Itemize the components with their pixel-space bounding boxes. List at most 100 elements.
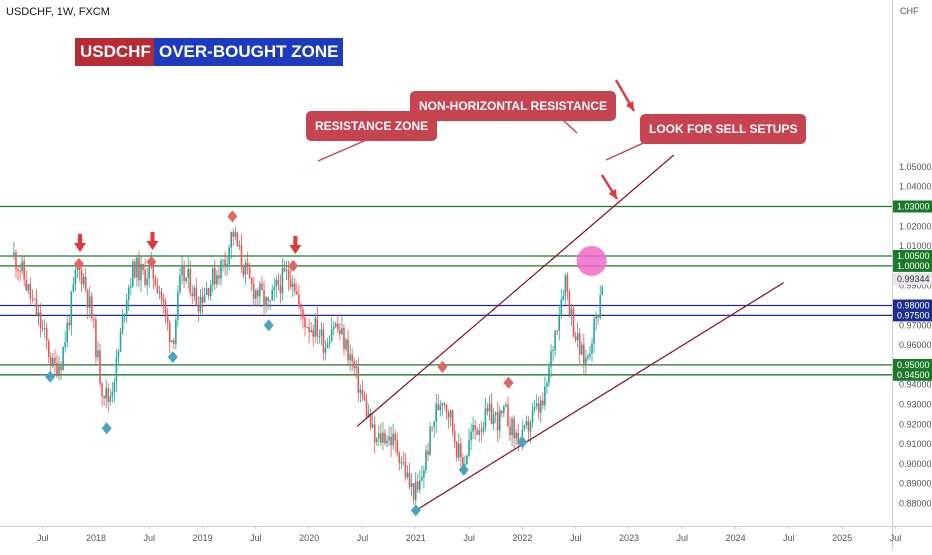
candle-body — [316, 318, 319, 337]
x-tick-label: Jul — [783, 533, 795, 543]
candle-body — [478, 430, 481, 435]
candle-body — [566, 275, 569, 292]
candle-body — [353, 361, 356, 369]
candle-body — [214, 268, 216, 285]
candle-body — [472, 425, 474, 432]
candle-body — [453, 430, 456, 442]
candle-body — [37, 312, 40, 316]
axis-unit-label: CHF — [900, 6, 919, 16]
candle-body — [97, 350, 99, 358]
candle-body — [468, 440, 470, 456]
candle-body — [261, 283, 263, 290]
candle-body — [601, 286, 604, 296]
channel-upper-trendline — [356, 154, 675, 427]
candle-body — [558, 315, 561, 331]
candle-body — [390, 436, 392, 446]
candle-body — [152, 259, 155, 279]
candle-body — [154, 278, 157, 286]
candle-body — [207, 288, 210, 297]
y-tick-label: 0.96000 — [899, 340, 932, 350]
candle-body — [123, 314, 126, 316]
candle-body — [515, 432, 517, 439]
candle-body — [68, 322, 71, 326]
candle-body — [240, 245, 243, 266]
candle-body — [429, 426, 431, 456]
candle-body — [410, 483, 413, 487]
annotation-shapes — [317, 79, 651, 200]
candle-body — [587, 355, 589, 359]
x-tick-label: Jul — [250, 533, 262, 543]
candle-body — [160, 291, 163, 299]
candle-body — [166, 314, 169, 323]
candle-body — [384, 432, 386, 444]
candle-body — [125, 300, 128, 315]
x-tick-label: Jul — [463, 533, 475, 543]
candle-body — [216, 275, 218, 285]
candle-body — [457, 443, 460, 458]
candle-body — [179, 275, 181, 293]
candle-body — [375, 438, 378, 442]
candle-body — [470, 431, 472, 441]
highlight-circle — [576, 245, 607, 276]
candle-body — [345, 339, 347, 350]
y-tick-label: 1.01000 — [899, 241, 932, 251]
candle-body — [82, 276, 85, 285]
candle-body — [267, 297, 269, 301]
x-tick-label: Jul — [570, 533, 582, 543]
candle-body — [306, 327, 308, 329]
candle-body — [476, 429, 479, 435]
x-tick-label: Jul — [357, 533, 369, 543]
candle-body — [554, 330, 556, 351]
candle-body — [168, 322, 171, 342]
candle-body — [576, 333, 579, 341]
candle-body — [119, 331, 122, 352]
candle-body — [95, 319, 97, 358]
candle-body — [449, 410, 452, 418]
candle-body — [177, 292, 179, 320]
candle-body — [498, 410, 501, 431]
candle-body — [552, 350, 554, 352]
down-arrow-icon — [74, 234, 87, 253]
candle-body — [326, 344, 329, 348]
candle-body — [140, 264, 142, 281]
candle-body — [242, 265, 245, 275]
candle-body — [451, 410, 454, 431]
candle-body — [574, 336, 577, 341]
candle-body — [74, 270, 77, 285]
candle-body — [548, 366, 550, 384]
level-price-label: 1.03000 — [897, 202, 930, 212]
candle-body — [349, 354, 351, 361]
candle-body — [392, 433, 394, 446]
candle-body — [414, 481, 417, 500]
candle-body — [562, 296, 565, 300]
candle-body — [351, 354, 353, 362]
bottom-marker — [101, 422, 112, 435]
top-marker — [146, 255, 157, 268]
candle-body — [39, 312, 42, 329]
time-axis: Jul 2018 Jul 2019 Jul 2020 Jul 2021 Jul 2022 Jul 20… — [37, 526, 901, 543]
top-marker — [437, 360, 448, 373]
candle-body — [289, 279, 292, 288]
candle-body — [302, 309, 304, 318]
candle-body — [201, 296, 204, 303]
current-price-tag — [893, 272, 932, 285]
candle-body — [21, 261, 23, 272]
level-price-label: 0.97500 — [897, 310, 930, 320]
candle-body — [580, 344, 583, 355]
candle-body — [273, 286, 276, 291]
candle-body — [199, 296, 202, 312]
candle-body — [482, 427, 485, 432]
candle-body — [232, 231, 235, 237]
candle-body — [537, 403, 540, 413]
candle-body — [226, 264, 228, 266]
candle-body — [285, 270, 288, 272]
candle-body — [265, 297, 267, 307]
candle-body — [394, 433, 397, 441]
candle-body — [585, 358, 587, 364]
x-tick-label: 2020 — [299, 533, 319, 543]
level-price-tag — [893, 200, 932, 213]
y-tick-label: 0.97000 — [899, 320, 932, 330]
candle-body — [398, 453, 401, 464]
candle-body — [93, 317, 95, 320]
candle-body — [47, 340, 50, 358]
